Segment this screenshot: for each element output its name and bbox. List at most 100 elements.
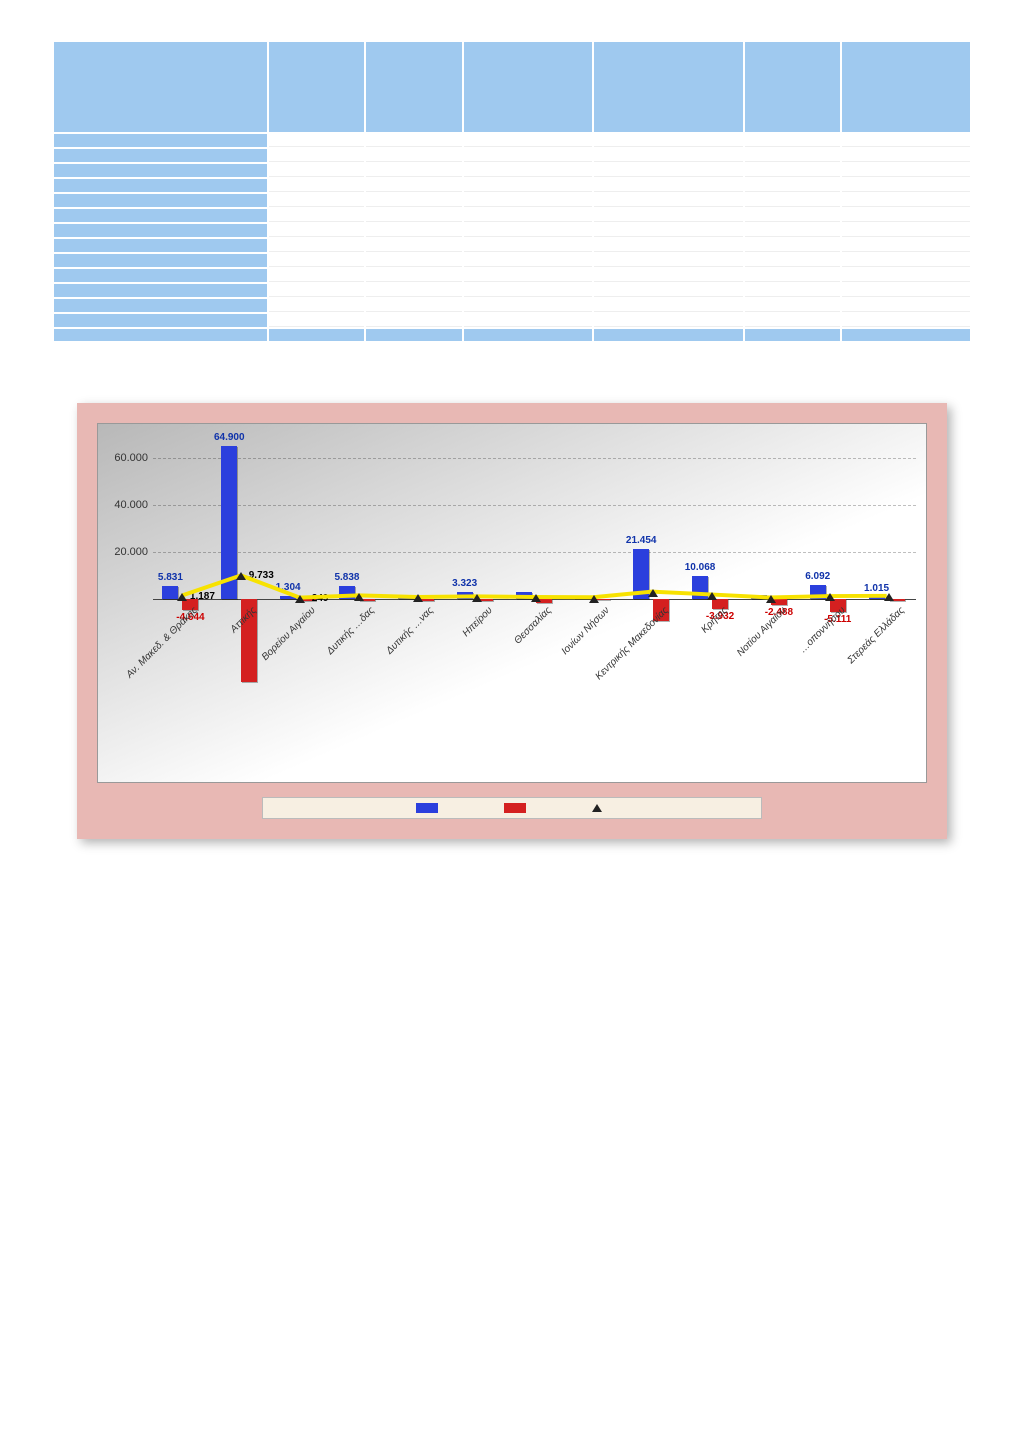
value-label: 10.068 xyxy=(685,562,716,573)
value-label: 9.733 xyxy=(249,570,274,581)
table-row xyxy=(54,284,970,297)
table-cell xyxy=(366,299,462,312)
y-tick-label: 20.000 xyxy=(103,546,148,558)
table-cell xyxy=(269,149,365,162)
table-cell xyxy=(594,179,743,192)
bar-series-1 xyxy=(869,597,885,599)
footer-cell xyxy=(842,329,970,341)
legend-series-2 xyxy=(504,803,532,813)
line-marker xyxy=(177,593,187,601)
value-label: 1.187 xyxy=(190,591,215,602)
legend-series-3 xyxy=(592,804,608,812)
table-cell xyxy=(842,134,970,147)
table-cell xyxy=(842,269,970,282)
table-cell xyxy=(745,134,841,147)
line-marker xyxy=(413,594,423,602)
legend-series-1 xyxy=(416,803,444,813)
table-cell xyxy=(745,149,841,162)
table-cell xyxy=(269,269,365,282)
table-cell xyxy=(745,284,841,297)
table-cell xyxy=(366,254,462,267)
table-cell xyxy=(594,164,743,177)
table-cell xyxy=(366,149,462,162)
x-category-label: Θεσσαλίας xyxy=(512,605,553,646)
table-cell xyxy=(54,149,267,162)
table-cell xyxy=(269,179,365,192)
table-cell xyxy=(842,179,970,192)
bar-series-1 xyxy=(633,549,649,600)
line-marker xyxy=(295,595,305,603)
table-cell xyxy=(366,209,462,222)
table-cell xyxy=(594,194,743,207)
line-marker xyxy=(648,589,658,597)
table-cell xyxy=(54,239,267,252)
table-cell xyxy=(745,209,841,222)
table-row xyxy=(54,269,970,282)
table-cell xyxy=(464,149,592,162)
table-row xyxy=(54,239,970,252)
bar-series-1 xyxy=(692,576,708,600)
table-cell xyxy=(269,209,365,222)
table-row xyxy=(54,224,970,237)
table-cell xyxy=(54,269,267,282)
column-header xyxy=(269,42,365,132)
table-cell xyxy=(842,209,970,222)
table-cell xyxy=(54,209,267,222)
table-row xyxy=(54,209,970,222)
table-cell xyxy=(269,314,365,327)
column-header xyxy=(745,42,841,132)
table-cell xyxy=(594,149,743,162)
table-cell xyxy=(842,314,970,327)
bar-series-1 xyxy=(810,585,826,599)
table-row xyxy=(54,179,970,192)
table-cell xyxy=(745,314,841,327)
bar-series-1 xyxy=(457,592,473,600)
x-category-label: Ηπείρου xyxy=(460,605,494,639)
value-label: 5.838 xyxy=(334,572,359,583)
table-cell xyxy=(54,134,267,147)
bar-series-1 xyxy=(398,596,414,600)
footer-cell xyxy=(269,329,365,341)
table-cell xyxy=(745,269,841,282)
line-marker xyxy=(589,595,599,603)
table-cell xyxy=(745,239,841,252)
value-label: 21.454 xyxy=(626,535,657,546)
table-row xyxy=(54,164,970,177)
column-header xyxy=(54,42,267,132)
data-table xyxy=(52,40,972,343)
table-cell xyxy=(464,314,592,327)
footer-cell xyxy=(745,329,841,341)
table-row xyxy=(54,314,970,327)
table-cell xyxy=(464,254,592,267)
table-cell xyxy=(464,164,592,177)
table-cell xyxy=(464,284,592,297)
bar-series-1 xyxy=(162,586,178,600)
table-cell xyxy=(54,299,267,312)
line-marker xyxy=(884,593,894,601)
line-marker xyxy=(825,593,835,601)
table-cell xyxy=(464,209,592,222)
table-cell xyxy=(842,299,970,312)
table-row xyxy=(54,299,970,312)
table-cell xyxy=(745,224,841,237)
table-cell xyxy=(464,179,592,192)
table-cell xyxy=(842,224,970,237)
table-cell xyxy=(54,254,267,267)
bar-series-1 xyxy=(339,586,355,600)
column-header xyxy=(842,42,970,132)
table-cell xyxy=(745,164,841,177)
table-cell xyxy=(464,224,592,237)
table-cell xyxy=(464,134,592,147)
bar-series-1 xyxy=(574,597,590,600)
line-marker xyxy=(707,592,717,600)
value-label: 64.900 xyxy=(214,432,245,443)
table-cell xyxy=(269,134,365,147)
table-cell xyxy=(366,134,462,147)
x-category-label: Βορείου Αιγαίου xyxy=(260,605,318,663)
line-marker xyxy=(531,594,541,602)
table-cell xyxy=(745,194,841,207)
table-cell xyxy=(594,209,743,222)
column-header xyxy=(464,42,592,132)
table-cell xyxy=(366,164,462,177)
footer-cell xyxy=(594,329,743,341)
